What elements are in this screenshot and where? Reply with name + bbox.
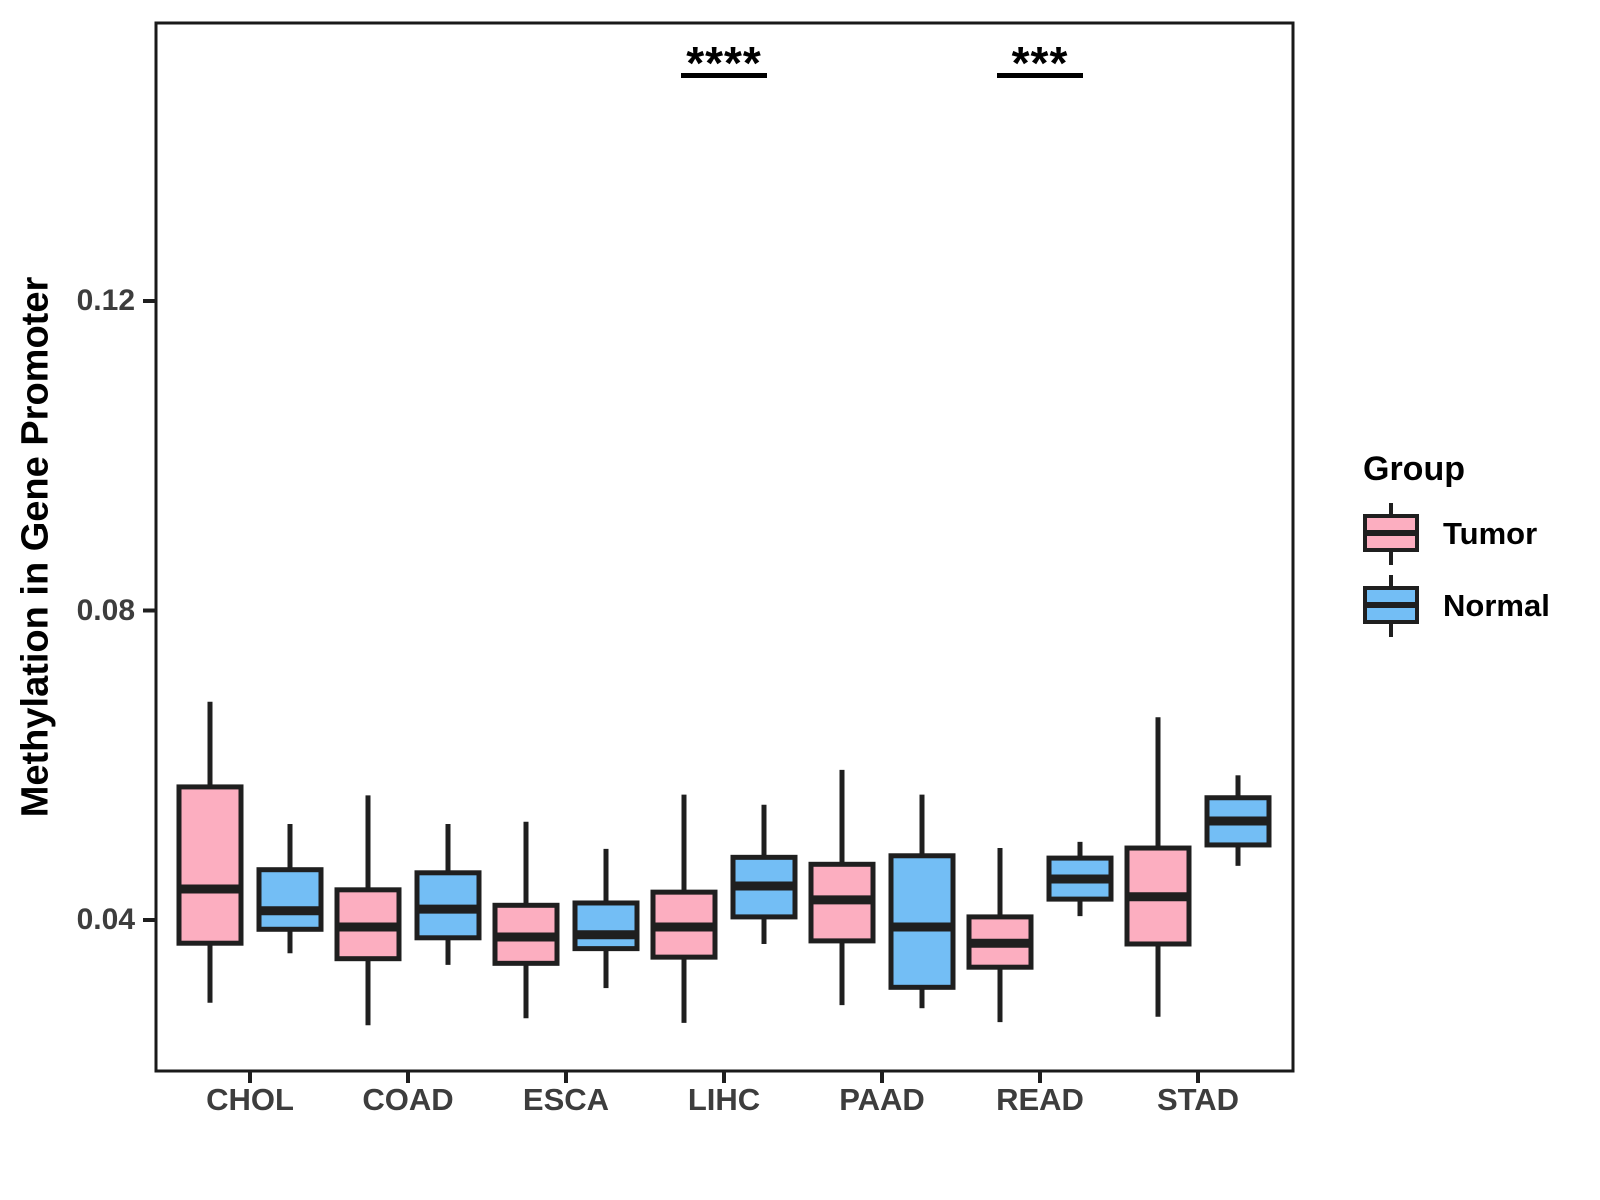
y-axis-title: Methylation in Gene Promoter xyxy=(14,276,57,818)
panel-border xyxy=(154,21,1295,1073)
x-tick-label-stad: STAD xyxy=(1156,1082,1240,1117)
y-tick-label: 0.04 xyxy=(76,903,135,936)
legend-label-normal: Normal xyxy=(1443,588,1550,623)
boxplot-key-icon xyxy=(1363,503,1419,565)
x-tick-label-esca: ESCA xyxy=(522,1082,610,1117)
significance-stars-read: *** xyxy=(1011,37,1069,89)
x-tick-label-coad: COAD xyxy=(362,1082,454,1117)
legend-label-tumor: Tumor xyxy=(1443,516,1538,551)
legend: Group Tumor Normal xyxy=(1363,450,1550,646)
y-tick-label: 0.12 xyxy=(76,284,135,317)
legend-title: Group xyxy=(1363,450,1465,488)
boxplot-key-icon xyxy=(1363,575,1419,637)
box-paad-normal xyxy=(888,853,956,990)
x-tick-label-lihc: LIHC xyxy=(687,1082,761,1117)
box-chol-tumor xyxy=(176,784,244,946)
legend-item-normal: Normal xyxy=(1363,574,1550,638)
legend-item-tumor: Tumor xyxy=(1363,502,1550,566)
y-tick-label: 0.08 xyxy=(76,594,135,627)
x-tick-label-chol: CHOL xyxy=(206,1082,294,1117)
box-chol-normal xyxy=(256,867,324,932)
x-tick-label-paad: PAAD xyxy=(839,1082,925,1117)
significance-stars-lihc: **** xyxy=(686,37,762,89)
box-esca-normal xyxy=(572,900,640,952)
x-tick-label-read: READ xyxy=(996,1082,1084,1117)
